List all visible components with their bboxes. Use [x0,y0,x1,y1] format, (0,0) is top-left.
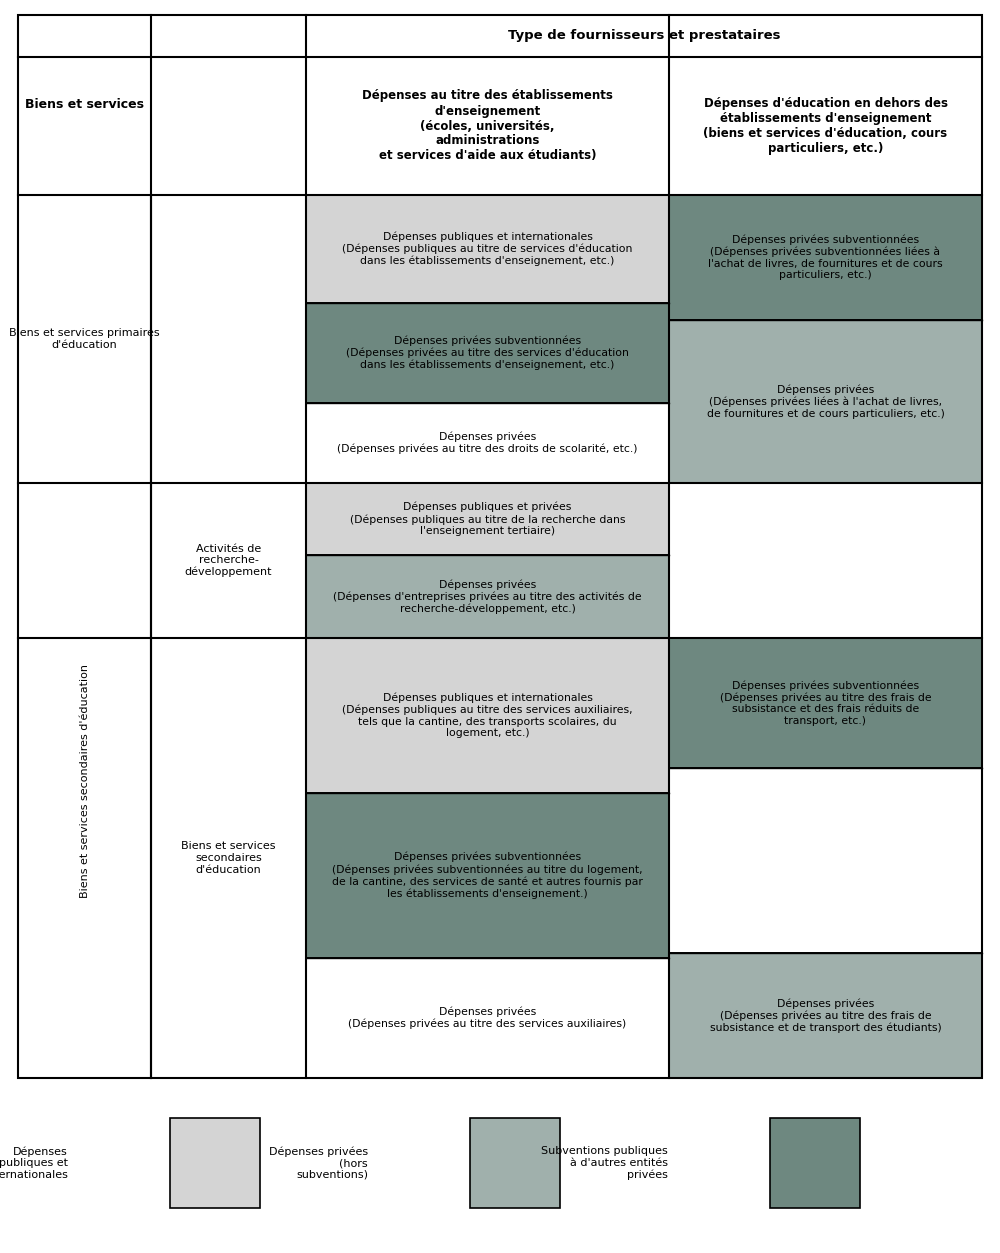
Text: Dépenses publiques et privées
(Dépenses publiques au titre de la recherche dans
: Dépenses publiques et privées (Dépenses … [350,502,625,536]
Bar [306,195,669,303]
Bar [306,638,669,793]
Text: Biens et services secondaires d'éducation: Biens et services secondaires d'éducatio… [80,664,90,897]
Bar [669,954,982,1078]
Text: Dépenses privées
(Dépenses privées au titre des services auxiliaires): Dépenses privées (Dépenses privées au ti… [348,1006,627,1030]
Text: Dépenses privées subventionnées
(Dépenses privées au titre des services d'éducat: Dépenses privées subventionnées (Dépense… [346,336,629,371]
Bar [18,15,151,195]
Text: Biens et services: Biens et services [25,99,144,112]
Bar [470,1118,560,1208]
Text: Dépenses
publiques et
internationales: Dépenses publiques et internationales [0,1146,68,1180]
Text: Biens et services
secondaires
d'éducation: Biens et services secondaires d'éducatio… [181,842,276,875]
Bar [151,56,306,195]
Bar [306,303,669,403]
Bar [669,56,982,195]
Bar [18,15,982,1078]
Text: Biens et services primaires
d'éducation: Biens et services primaires d'éducation [9,328,160,350]
Bar [306,555,669,638]
Text: Type de fournisseurs et prestataires: Type de fournisseurs et prestataires [508,30,780,43]
Text: Subventions publiques
à d'autres entités
privées: Subventions publiques à d'autres entités… [541,1146,668,1180]
Bar [306,482,669,555]
Text: Dépenses privées
(Dépenses privées liées à l'achat de livres,
de fournitures et : Dépenses privées (Dépenses privées liées… [707,385,944,419]
Bar [306,403,669,482]
Text: Dépenses privées
(Dépenses privées au titre des droits de scolarité, etc.): Dépenses privées (Dépenses privées au ti… [337,431,638,455]
Text: Dépenses privées
(hors
subventions): Dépenses privées (hors subventions) [269,1146,368,1180]
Bar [170,1118,260,1208]
Text: Dépenses d'éducation en dehors des
établissements d'enseignement
(biens et servi: Dépenses d'éducation en dehors des établ… [703,96,948,155]
Bar [18,482,151,1078]
Text: Dépenses privées subventionnées
(Dépenses privées subventionnées liées à
l'achat: Dépenses privées subventionnées (Dépense… [708,234,943,281]
Bar [306,793,669,959]
Text: Dépenses privées subventionnées
(Dépenses privées au titre des frais de
subsista: Dépenses privées subventionnées (Dépense… [720,680,931,725]
Text: Dépenses publiques et internationales
(Dépenses publiques au titre de services d: Dépenses publiques et internationales (D… [342,232,633,267]
Bar [669,320,982,482]
Text: Dépenses publiques et internationales
(Dépenses publiques au titre des services : Dépenses publiques et internationales (D… [342,693,633,738]
Bar [669,482,982,638]
Text: Dépenses au titre des établissements
d'enseignement
(écoles, universités,
admini: Dépenses au titre des établissements d'e… [362,89,613,163]
Bar [151,482,306,638]
Text: Dépenses privées
(Dépenses d'entreprises privées au titre des activités de
reche: Dépenses privées (Dépenses d'entreprises… [333,579,642,614]
Bar [306,56,669,195]
Text: Activités de
recherche-
développement: Activités de recherche- développement [185,544,272,578]
Text: Dépenses privées
(Dépenses privées au titre des frais de
subsistance et de trans: Dépenses privées (Dépenses privées au ti… [710,999,941,1032]
Text: Dépenses privées subventionnées
(Dépenses privées subventionnées au titre du log: Dépenses privées subventionnées (Dépense… [332,852,643,900]
Bar [306,959,669,1078]
Bar [770,1118,860,1208]
Bar [669,768,982,954]
Bar [151,15,982,56]
Bar [669,638,982,768]
Bar [18,195,306,482]
Bar [151,638,306,1078]
Bar [669,195,982,320]
